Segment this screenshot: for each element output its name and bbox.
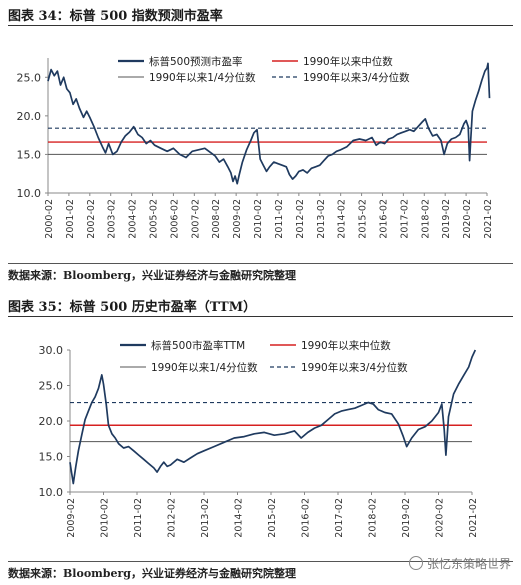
legend-q1-label: 1990年以来1/4分位数 xyxy=(151,361,258,374)
x-tick-label: 2014-02 xyxy=(234,498,245,538)
chart-forward-pe: 10.0 15.0 20.0 25.0 2000-02 2001-02 2002-02 200… xyxy=(17,55,495,239)
wechat-icon xyxy=(408,556,423,570)
figure2-title: 图表 35：标普 500 历史市盈率（TTM） xyxy=(8,300,257,315)
y-tick-label: 20.0 xyxy=(39,415,64,428)
x-tick-label: 2018-02 xyxy=(368,498,379,538)
figure1-title-rule xyxy=(8,25,513,26)
x-tick-label: 2014-02 xyxy=(337,199,348,239)
x-tick-label: 2010-02 xyxy=(100,498,111,538)
x-tick-label: 2006-02 xyxy=(169,199,180,239)
legend-series-label: 标普500预测市盈率 xyxy=(149,55,243,68)
x-tick-label: 2013-02 xyxy=(200,498,211,538)
x-tick-label: 2015-02 xyxy=(358,199,369,239)
legend-median-label: 1990年以来中位数 xyxy=(301,339,391,352)
figure2-title-rule xyxy=(8,316,513,317)
x-tick-label: 2007-02 xyxy=(190,199,201,239)
x-tick-label: 2016-02 xyxy=(378,199,389,239)
x-tick-label: 2004-02 xyxy=(128,199,139,239)
legend-median-label: 1990年以来中位数 xyxy=(303,55,393,68)
figure1-source-rule xyxy=(8,263,513,264)
x-tick-label: 2012-02 xyxy=(295,199,306,239)
x-tick-label: 2019-02 xyxy=(401,498,412,538)
legend-q3-label: 1990年以来3/4分位数 xyxy=(303,71,410,84)
x-tick-label: 2012-02 xyxy=(167,498,178,538)
series-line xyxy=(69,349,477,485)
y-tick-label: 25.0 xyxy=(17,71,42,84)
x-tick-label: 2003-02 xyxy=(107,199,118,239)
x-tick-label: 2020-02 xyxy=(435,498,446,538)
x-tick-label: 2020-02 xyxy=(462,199,473,239)
x-tick-label: 2016-02 xyxy=(301,498,312,538)
x-tick-label: 2011-02 xyxy=(274,199,285,239)
legend-series-label: 标普500市盈率TTM xyxy=(151,339,245,352)
x-tick-label: 2008-02 xyxy=(211,199,222,239)
x-tick-label: 2005-02 xyxy=(149,199,160,239)
x-tick-label: 2018-02 xyxy=(420,199,431,239)
x-tick-label: 2002-02 xyxy=(86,199,97,239)
x-tick-label: 2013-02 xyxy=(316,199,327,239)
x-tick-label: 2017-02 xyxy=(399,199,410,239)
watermark-text: 张忆东策略世界 xyxy=(426,557,511,571)
x-tick-label: 2021-02 xyxy=(468,498,479,538)
x-tick-label: 2010-02 xyxy=(253,199,264,239)
watermark: 张忆东策略世界 xyxy=(408,555,511,572)
x-tick-label: 2001-02 xyxy=(65,199,76,239)
y-tick-label: 20.0 xyxy=(17,110,42,123)
figure2-source: 数据来源：Bloomberg，兴业证券经济与金融研究院整理 xyxy=(8,567,296,580)
x-tick-label: 2021-02 xyxy=(483,199,494,239)
series-line xyxy=(47,62,491,185)
y-tick-label: 15.0 xyxy=(17,148,42,161)
y-tick-label: 15.0 xyxy=(39,451,64,464)
legend-q1-label: 1990年以来1/4分位数 xyxy=(149,71,256,84)
x-tick-label: 2017-02 xyxy=(334,498,345,538)
y-tick-label: 25.0 xyxy=(39,380,64,393)
x-tick-label: 2000-02 xyxy=(44,199,55,239)
x-tick-label: 2011-02 xyxy=(133,498,144,538)
legend-q3-label: 1990年以来3/4分位数 xyxy=(301,361,408,374)
x-tick-label: 2009-02 xyxy=(66,498,77,538)
figure2-source-rule xyxy=(8,561,513,562)
y-tick-label: 30.0 xyxy=(39,344,64,357)
x-tick-label: 2015-02 xyxy=(267,498,278,538)
x-tick-label: 2019-02 xyxy=(441,199,452,239)
x-tick-label: 2009-02 xyxy=(232,199,243,239)
y-tick-label: 10.0 xyxy=(17,187,42,200)
figure1-source: 数据来源：Bloomberg，兴业证券经济与金融研究院整理 xyxy=(8,269,296,282)
figure1-title: 图表 34：标普 500 指数预测市盈率 xyxy=(8,9,223,24)
y-tick-label: 10.0 xyxy=(39,486,64,499)
